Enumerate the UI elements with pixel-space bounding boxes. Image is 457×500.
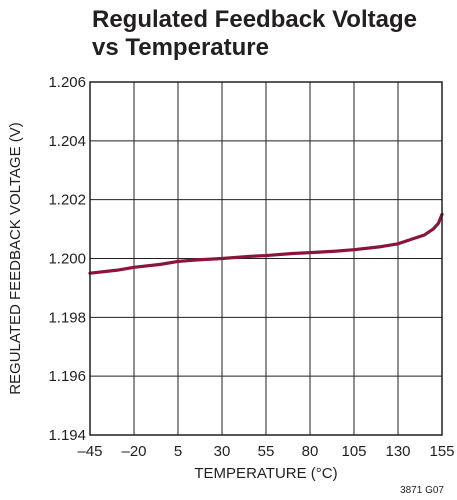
chart-title-line-1: Regulated Feedback Voltage xyxy=(92,6,417,33)
x-tick-label: 105 xyxy=(341,443,366,460)
y-axis-label: REGULATED FEEDBACK VOLTAGE (V) xyxy=(7,122,24,395)
y-tick-labels: 1.194 1.196 1.198 1.200 1.202 1.204 1.206 xyxy=(48,74,86,444)
plot-frame xyxy=(89,81,443,436)
x-tick-label: 30 xyxy=(214,443,231,460)
y-tick-label: 1.202 xyxy=(48,192,86,209)
x-axis-label: TEMPERATURE (°C) xyxy=(194,465,337,482)
grid-lines xyxy=(90,82,442,435)
y-tick-label: 1.196 xyxy=(48,368,86,385)
x-tick-label: 80 xyxy=(302,443,319,460)
chart-title-line-2: vs Temperature xyxy=(92,34,269,61)
y-tick-label: 1.200 xyxy=(48,251,86,268)
figure-code: 3871 G07 xyxy=(400,485,444,496)
x-tick-label: 155 xyxy=(429,443,454,460)
x-tick-label: 55 xyxy=(258,443,275,460)
chart-title: Regulated Feedback Voltage vs Temperatur… xyxy=(92,6,417,62)
y-tick-label: 1.198 xyxy=(48,309,86,326)
x-tick-labels: –45 –20 5 30 55 80 105 130 155 xyxy=(77,443,454,460)
y-tick-label: 1.204 xyxy=(48,133,86,150)
x-tick-label: –45 xyxy=(77,443,102,460)
series-line xyxy=(88,212,444,275)
x-tick-label: 5 xyxy=(174,443,182,460)
y-tick-label: 1.194 xyxy=(48,427,86,444)
x-tick-label: 130 xyxy=(385,443,410,460)
y-tick-label: 1.206 xyxy=(48,74,86,91)
series-layer xyxy=(88,212,444,275)
x-tick-label: –20 xyxy=(121,443,146,460)
